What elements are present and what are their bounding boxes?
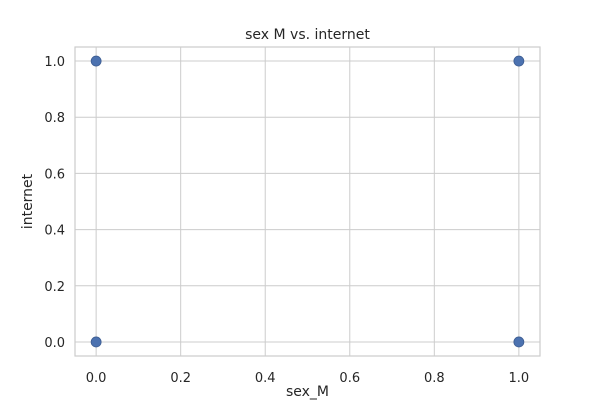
y-axis-label: internet	[20, 173, 36, 229]
x-axis-ticks: 0.0 0.2 0.4 0.6 0.8 1.0	[86, 371, 529, 386]
y-axis-ticks: 0.0 0.2 0.4 0.6 0.8 1.0	[44, 55, 65, 351]
data-point	[90, 55, 102, 67]
x-axis-label: sex_M	[286, 384, 329, 400]
y-tick-label: 0.0	[44, 336, 65, 351]
x-tick-label: 0.8	[424, 371, 445, 386]
plot-frame	[74, 46, 541, 357]
x-tick-label: 0.6	[339, 371, 360, 386]
data-point	[513, 55, 525, 67]
y-tick-label: 0.6	[44, 167, 65, 182]
x-tick-label: 0.0	[86, 371, 107, 386]
x-tick-label: 0.4	[255, 371, 276, 386]
grid-layer	[75, 47, 540, 356]
chart-title: sex M vs. internet	[245, 27, 370, 43]
x-tick-label: 0.2	[170, 371, 191, 386]
data-point	[513, 336, 525, 348]
y-tick-label: 0.2	[44, 280, 65, 295]
data-point	[90, 336, 102, 348]
y-tick-label: 1.0	[44, 55, 65, 70]
points-layer	[90, 55, 525, 348]
x-tick-label: 1.0	[509, 371, 530, 386]
y-tick-label: 0.8	[44, 111, 65, 126]
y-tick-label: 0.4	[44, 224, 65, 239]
